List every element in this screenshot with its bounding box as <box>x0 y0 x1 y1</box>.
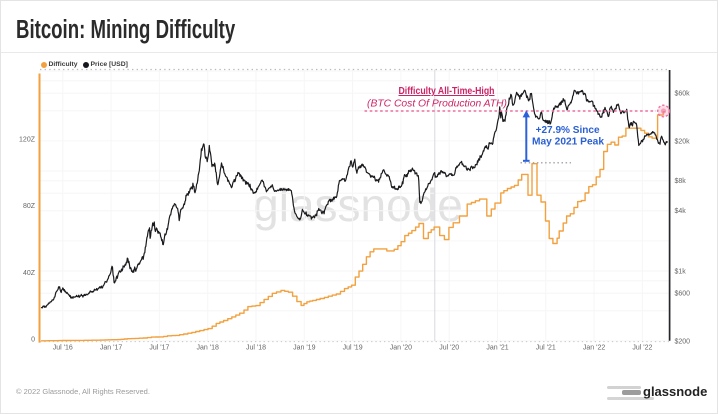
svg-text:Jan '20: Jan '20 <box>390 345 412 352</box>
svg-text:$60k: $60k <box>675 91 691 98</box>
svg-text:Difficulty All-Time-High: Difficulty All-Time-High <box>399 86 495 97</box>
svg-text:Jul '17: Jul '17 <box>149 345 169 352</box>
svg-text:$4k: $4k <box>675 208 687 215</box>
svg-text:Jul '22: Jul '22 <box>632 345 652 352</box>
svg-text:$600: $600 <box>675 291 691 298</box>
svg-text:Jul '18: Jul '18 <box>246 345 266 352</box>
svg-text:Jul '21: Jul '21 <box>536 345 556 352</box>
svg-text:Jan '22: Jan '22 <box>583 345 605 352</box>
svg-text:0: 0 <box>31 337 35 344</box>
svg-text:$200: $200 <box>675 338 691 345</box>
svg-text:Jul '19: Jul '19 <box>343 345 363 352</box>
svg-text:$8k: $8k <box>675 178 687 185</box>
svg-text:Jan '19: Jan '19 <box>293 345 315 352</box>
svg-text:$20k: $20k <box>675 138 691 145</box>
svg-text:(BTC Cost Of Production ATH): (BTC Cost Of Production ATH) <box>367 98 507 110</box>
svg-text:Jan '21: Jan '21 <box>486 345 508 352</box>
svg-text:Jul '20: Jul '20 <box>439 345 459 352</box>
svg-text:$1k: $1k <box>675 268 687 275</box>
svg-text:+27.9% Since: +27.9% Since <box>536 124 600 136</box>
svg-text:May 2021 Peak: May 2021 Peak <box>532 135 604 147</box>
svg-text:Jan '18: Jan '18 <box>197 345 219 352</box>
svg-text:Jan '17: Jan '17 <box>100 345 122 352</box>
svg-text:Jul '16: Jul '16 <box>53 345 73 352</box>
svg-text:120Z: 120Z <box>19 137 36 144</box>
svg-text:40Z: 40Z <box>23 270 36 277</box>
svg-text:80Z: 80Z <box>23 203 36 210</box>
